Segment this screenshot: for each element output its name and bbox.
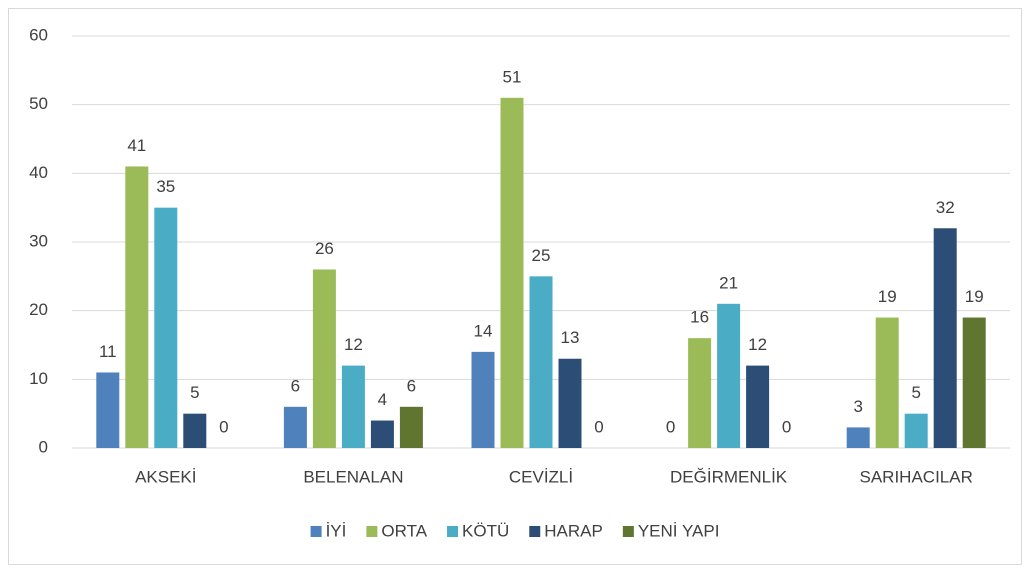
y-tick-label: 10: [29, 369, 48, 388]
legend-swatch: [622, 526, 634, 537]
y-tick-label: 40: [29, 163, 48, 182]
legend-label: KÖTÜ: [462, 521, 509, 540]
y-tick-label: 20: [29, 300, 48, 319]
data-label: 4: [378, 390, 387, 409]
legend-swatch: [447, 526, 459, 537]
data-label: 6: [407, 376, 416, 395]
data-label: 5: [911, 383, 920, 402]
bar: [529, 276, 553, 448]
y-tick-label: 60: [29, 25, 48, 44]
legend-label: HARAP: [544, 521, 603, 540]
x-tick-label: AKSEKİ: [135, 467, 196, 486]
data-label: 21: [719, 273, 738, 292]
bar: [96, 372, 120, 448]
legend-label: ORTA: [381, 521, 427, 540]
x-tick-label: SARIHACILAR: [860, 467, 973, 486]
data-label: 5: [190, 383, 199, 402]
bar: [933, 228, 957, 448]
legend-label: İYİ: [326, 521, 347, 540]
x-tick-label: DEĞİRMENLİK: [670, 467, 788, 486]
data-label: 41: [127, 136, 146, 155]
data-label: 16: [690, 308, 709, 327]
bar: [283, 406, 307, 448]
data-label: 14: [474, 321, 493, 340]
data-label: 6: [291, 376, 300, 395]
data-label: 0: [666, 417, 675, 436]
data-label: 12: [748, 335, 767, 354]
legend-swatch: [310, 526, 322, 537]
data-label: 26: [315, 239, 334, 258]
bar: [183, 413, 207, 448]
data-label: 19: [965, 287, 984, 306]
bar: [341, 365, 365, 448]
bar: [370, 420, 394, 448]
data-label: 19: [878, 287, 897, 306]
data-label: 32: [936, 198, 955, 217]
x-tick-label: BELENALAN: [303, 467, 403, 486]
data-label: 11: [99, 342, 117, 361]
y-tick-label: 0: [39, 437, 48, 456]
data-label: 35: [156, 177, 175, 196]
bar: [962, 317, 986, 448]
y-tick-label: 30: [29, 231, 48, 250]
bar: [717, 303, 741, 448]
bar: [399, 406, 423, 448]
bar: [500, 97, 524, 449]
bar: [904, 413, 928, 448]
bar: [558, 358, 582, 448]
bar: [875, 317, 899, 448]
bar: [312, 269, 336, 448]
legend-swatch: [366, 526, 378, 537]
data-label: 25: [532, 246, 551, 265]
y-tick-label: 50: [29, 94, 48, 113]
bar: [471, 351, 495, 448]
bar: [125, 166, 149, 448]
bar: [688, 338, 712, 448]
data-label: 3: [853, 397, 862, 416]
bar: [846, 427, 870, 448]
legend-swatch: [529, 526, 541, 537]
legend-label: YENİ YAPI: [638, 521, 720, 540]
x-tick-label: CEVİZLİ: [509, 467, 573, 486]
bar: [746, 365, 770, 448]
data-label: 51: [503, 67, 522, 86]
data-label: 0: [782, 417, 791, 436]
data-label: 12: [344, 335, 363, 354]
data-label: 0: [219, 417, 228, 436]
data-label: 13: [561, 328, 580, 347]
bar: [154, 207, 178, 448]
data-label: 0: [594, 417, 603, 436]
